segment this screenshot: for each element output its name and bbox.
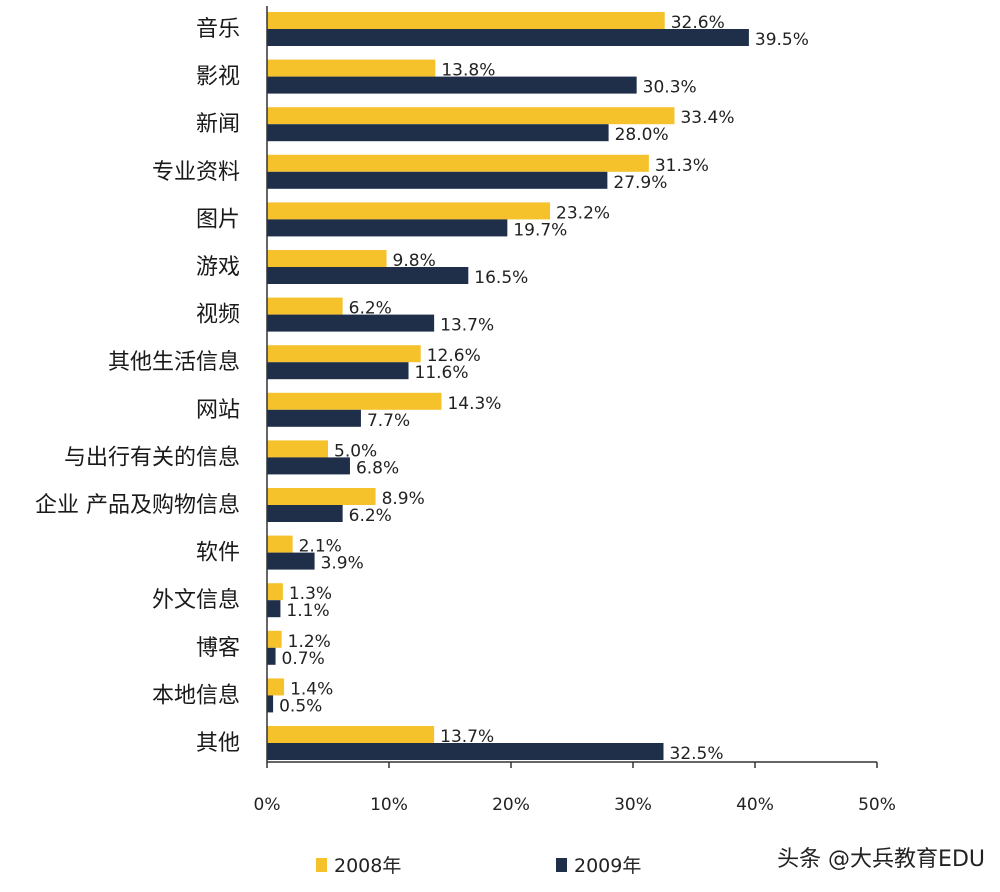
- bar-2009: [267, 29, 749, 46]
- bar-2009: [267, 743, 664, 760]
- bar-2009: [267, 647, 276, 665]
- category-label: 网站: [196, 398, 240, 423]
- bar-2008: [267, 297, 343, 315]
- bar-2008: [267, 59, 436, 77]
- bar-2008: [267, 678, 285, 696]
- bar-2008: [267, 630, 282, 648]
- category-label: 专业资料: [152, 160, 240, 185]
- legend-label: 2008年: [334, 855, 401, 877]
- bar-2008: [267, 202, 551, 220]
- bar-2008: [267, 535, 293, 553]
- category-label: 与出行有关的信息: [64, 445, 240, 470]
- x-tick-label: 20%: [492, 795, 530, 815]
- bar-2009: [267, 171, 608, 189]
- data-label: 3.9%: [321, 554, 364, 574]
- category-label: 软件: [196, 541, 240, 566]
- category-label: 其他生活信息: [108, 350, 240, 375]
- legend-swatch: [316, 858, 327, 872]
- data-label: 8.9%: [382, 489, 425, 509]
- category-label: 影视: [196, 65, 240, 90]
- data-label: 32.5%: [670, 744, 724, 764]
- x-tick-label: 0%: [254, 795, 281, 815]
- bar-2009: [267, 267, 469, 284]
- data-label: 2.1%: [299, 537, 342, 557]
- legend: 2008年 2009年: [316, 855, 641, 877]
- bar-2008: [267, 12, 665, 29]
- data-label: 31.3%: [655, 156, 709, 176]
- category-label: 本地信息: [152, 683, 240, 708]
- data-label: 0.7%: [282, 649, 325, 669]
- bar-2008: [267, 345, 421, 363]
- category-label: 其他: [196, 731, 240, 756]
- category-label: 外文信息: [152, 588, 240, 613]
- data-label: 5.0%: [334, 441, 377, 461]
- category-label: 游戏: [196, 255, 240, 280]
- data-label: 13.8%: [441, 61, 495, 81]
- bar-2008: [267, 583, 283, 601]
- bar-2009: [267, 362, 409, 380]
- x-tick-label: 30%: [614, 795, 652, 815]
- bar-2009: [267, 695, 274, 713]
- data-label: 30.3%: [643, 78, 697, 98]
- x-tick-label: 50%: [858, 795, 896, 815]
- data-label: 6.2%: [349, 299, 392, 319]
- bar-2009: [267, 76, 637, 94]
- data-label: 28.0%: [615, 125, 669, 145]
- data-label: 39.5%: [755, 30, 809, 50]
- bar-2008: [267, 250, 387, 267]
- bar-group: 音乐 32.6% 39.5% 影视 13.8% 30.3% 新闻 33.4% 28.0% 专业资料…: [35, 12, 809, 764]
- bar-2009: [267, 457, 350, 475]
- category-label: 音乐: [196, 17, 240, 42]
- bar-2008: [267, 488, 376, 505]
- data-label: 12.6%: [427, 346, 481, 366]
- data-label: 1.4%: [290, 679, 333, 699]
- x-tick-label: 10%: [370, 795, 408, 815]
- category-label: 企业 产品及购物信息: [35, 493, 240, 518]
- bar-2008: [267, 392, 442, 410]
- legend-label: 2009年: [574, 855, 641, 877]
- bar-2009: [267, 552, 315, 570]
- bar-2008: [267, 440, 328, 458]
- category-label: 图片: [196, 207, 240, 232]
- data-label: 27.9%: [613, 173, 667, 193]
- data-label: 19.7%: [513, 220, 567, 240]
- data-label: 32.6%: [671, 13, 725, 33]
- data-label: 6.8%: [356, 458, 399, 478]
- bar-2009: [267, 505, 343, 522]
- bar-2009: [267, 409, 361, 427]
- data-label: 13.7%: [440, 727, 494, 747]
- bar-2009: [267, 219, 508, 237]
- watermark-text: 头条 @大兵教育EDU: [777, 847, 985, 872]
- bar-2009: [267, 124, 609, 142]
- bar-2008: [267, 154, 649, 172]
- bar-2009: [267, 600, 281, 618]
- data-label: 33.4%: [680, 108, 734, 128]
- data-label: 9.8%: [393, 251, 436, 271]
- bar-2009: [267, 314, 435, 332]
- data-label: 7.7%: [367, 411, 410, 431]
- axes: 0% 10% 20% 30% 40% 50%: [254, 6, 896, 815]
- category-label: 博客: [196, 636, 240, 661]
- data-label: 11.6%: [415, 363, 469, 383]
- data-label: 16.5%: [474, 268, 528, 288]
- bar-2008: [267, 107, 675, 125]
- data-label: 1.3%: [289, 584, 332, 604]
- data-label: 1.1%: [286, 601, 329, 621]
- data-label: 6.2%: [349, 506, 392, 526]
- data-label: 1.2%: [288, 632, 331, 652]
- category-label: 新闻: [196, 112, 240, 137]
- category-label: 视频: [196, 303, 240, 328]
- legend-swatch: [556, 858, 567, 872]
- x-tick-label: 40%: [736, 795, 774, 815]
- data-label: 23.2%: [556, 203, 610, 223]
- data-label: 0.5%: [279, 696, 322, 716]
- data-label: 13.7%: [440, 316, 494, 336]
- data-label: 14.3%: [447, 394, 501, 414]
- bar-2008: [267, 726, 435, 743]
